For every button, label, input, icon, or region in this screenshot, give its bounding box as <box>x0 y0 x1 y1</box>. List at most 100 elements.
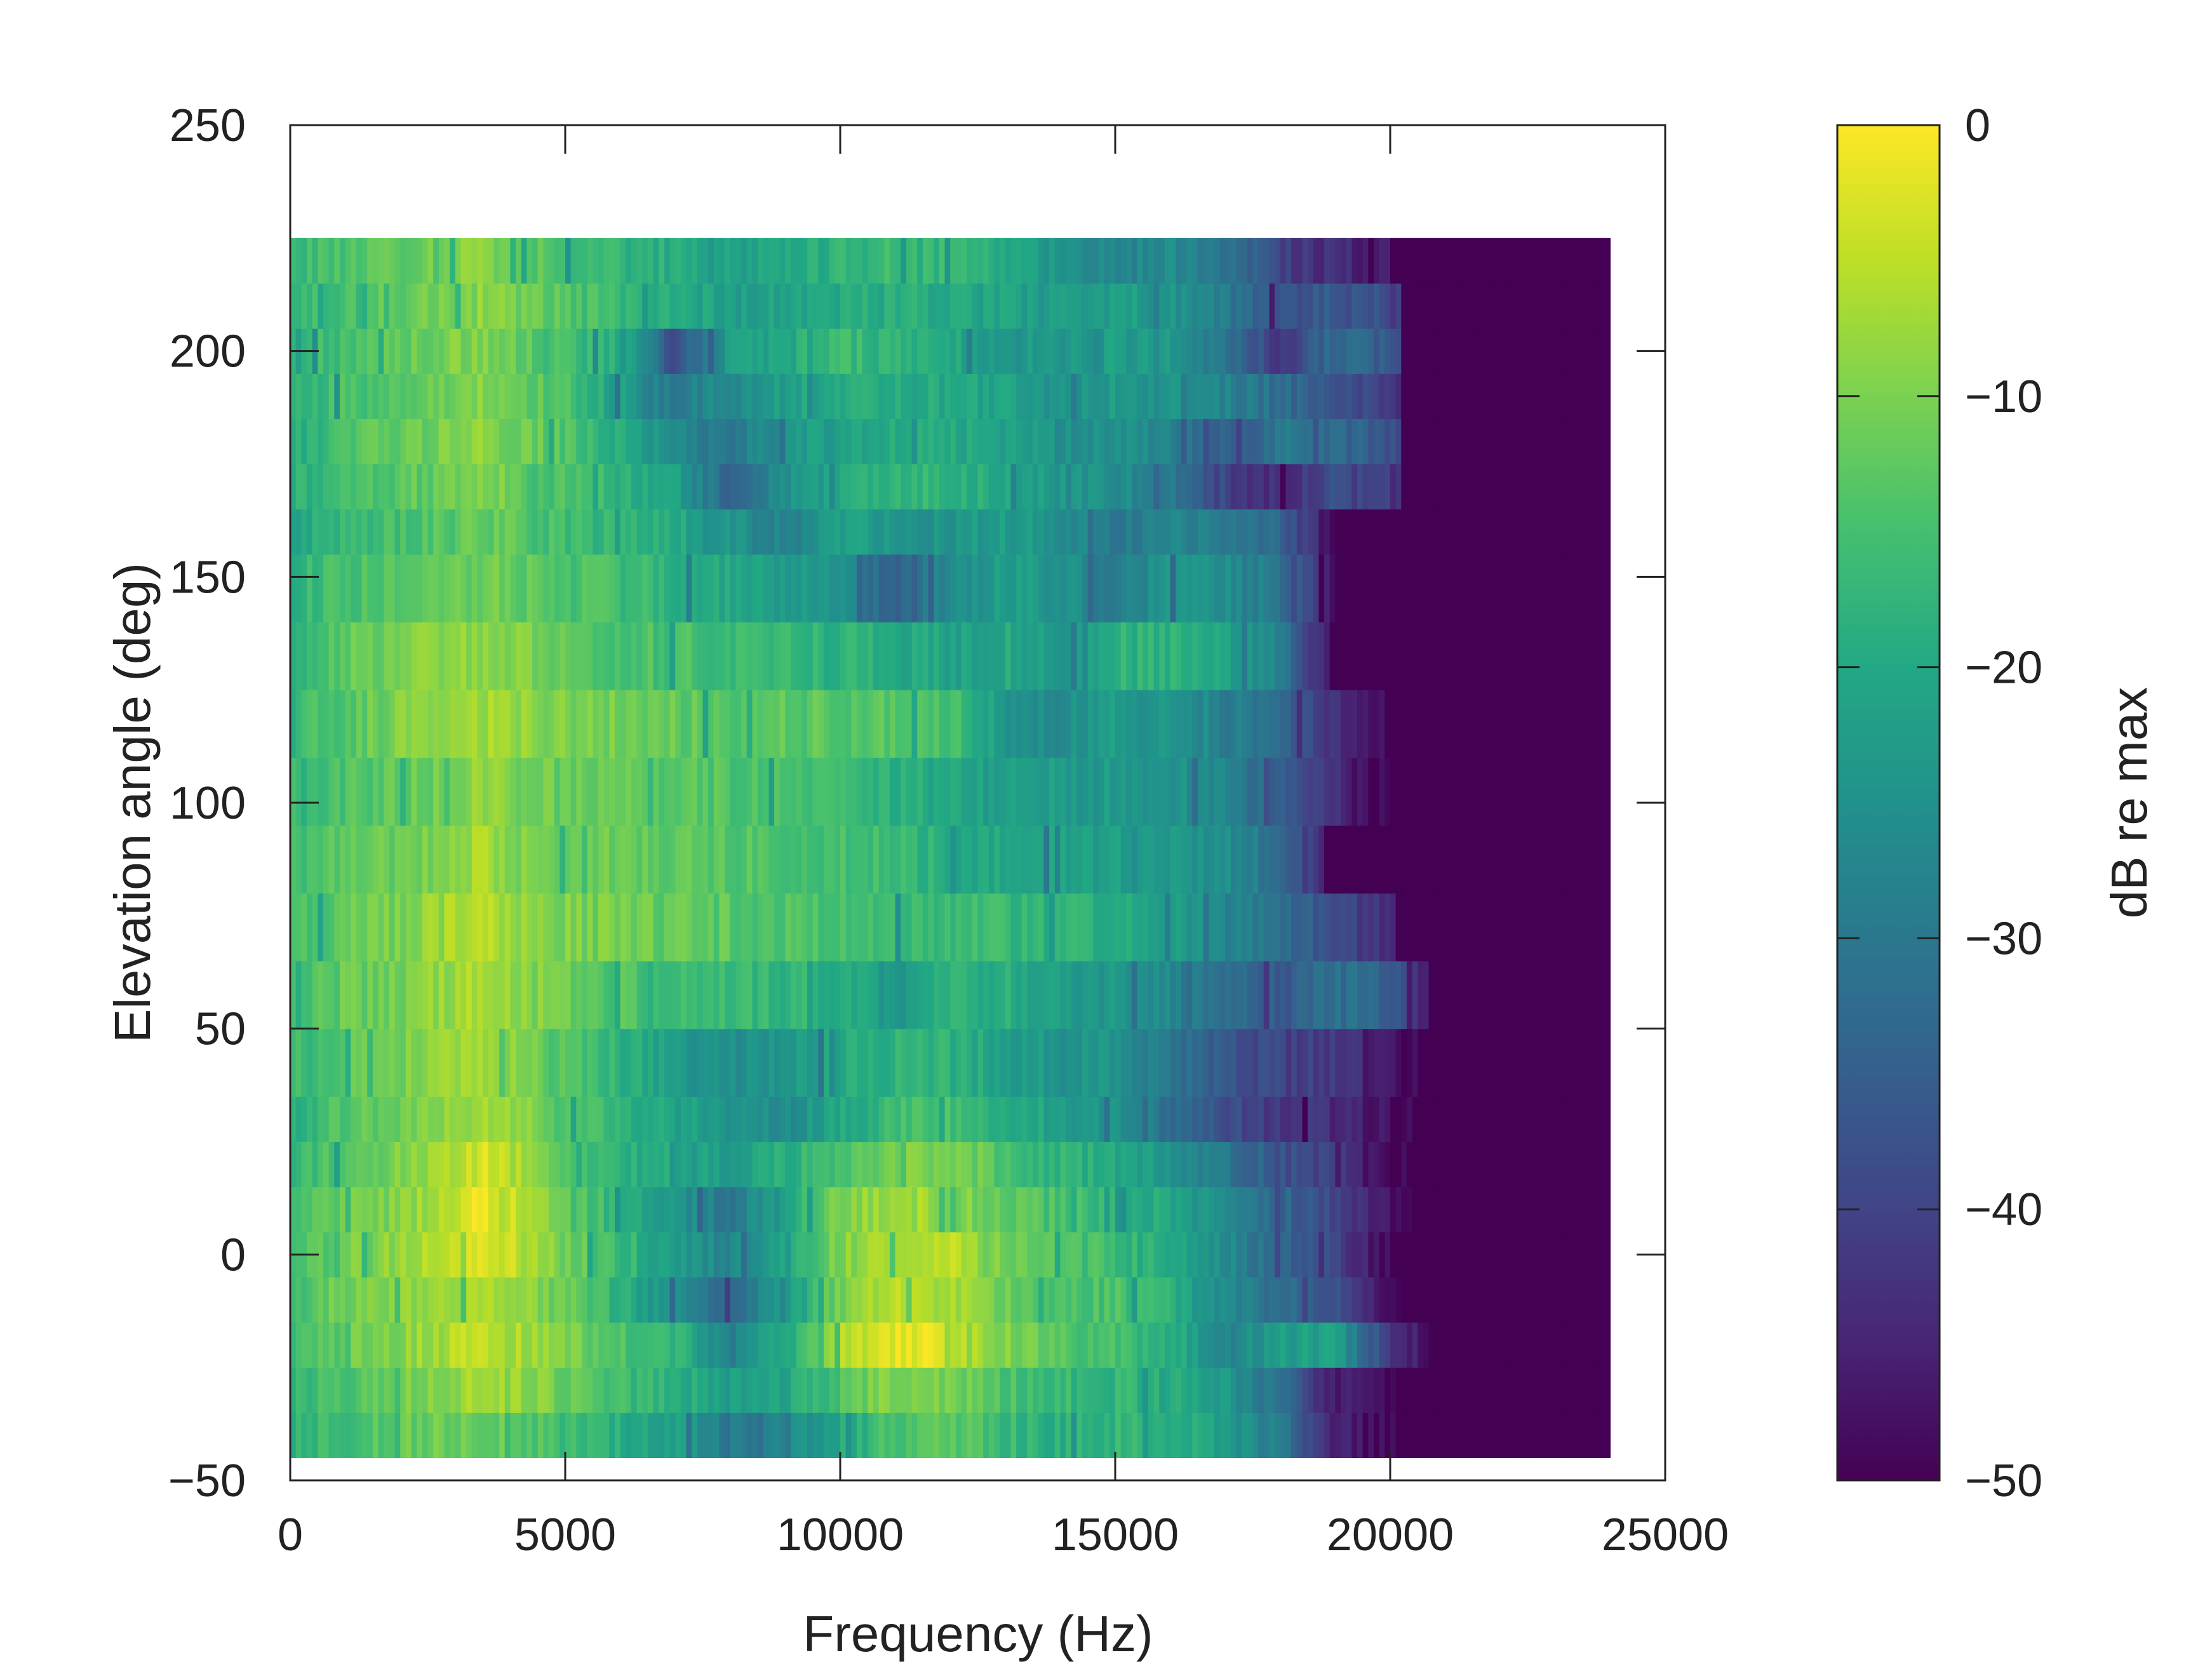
heatmap-cell <box>906 960 913 1029</box>
heatmap-cell <box>1484 1096 1490 1143</box>
heatmap-cell <box>1242 554 1248 623</box>
heatmap-cell <box>549 1141 555 1188</box>
heatmap-cell <box>1066 419 1072 465</box>
heatmap-cell <box>328 1186 335 1233</box>
heatmap-cell <box>405 1322 412 1368</box>
heatmap-cell <box>1043 825 1050 894</box>
heatmap-cell <box>450 509 456 555</box>
heatmap-cell <box>741 690 747 758</box>
heatmap-cell <box>774 622 781 690</box>
heatmap-cell <box>1247 825 1254 894</box>
heatmap-cell <box>339 1096 346 1143</box>
heatmap-cell <box>1027 1096 1033 1143</box>
heatmap-cell <box>1379 1367 1385 1413</box>
heatmap-cell <box>587 960 593 1029</box>
heatmap-cell <box>818 893 824 962</box>
heatmap-cell <box>356 1141 363 1188</box>
heatmap-cell <box>873 690 880 758</box>
heatmap-cell <box>1522 960 1529 1029</box>
heatmap-cell <box>1181 690 1188 758</box>
heatmap-cell <box>543 893 549 962</box>
heatmap-cell <box>1604 1028 1611 1097</box>
heatmap-cell <box>939 464 946 510</box>
heatmap-cell <box>1318 1277 1325 1323</box>
heatmap-cell <box>1203 1186 1209 1233</box>
heatmap-cell <box>1428 1028 1435 1097</box>
heatmap-cell <box>939 825 946 894</box>
heatmap-cell <box>1230 825 1237 894</box>
heatmap-cell <box>1115 373 1122 419</box>
heatmap-cell <box>758 1141 764 1188</box>
heatmap-cell <box>554 1096 560 1143</box>
heatmap-cell <box>389 1412 396 1459</box>
heatmap-cell <box>1109 1277 1116 1323</box>
heatmap-cell <box>1467 554 1473 623</box>
heatmap-cell <box>719 328 725 374</box>
heatmap-cell <box>378 1186 384 1233</box>
heatmap-cell <box>1148 464 1155 510</box>
heatmap-cell <box>1153 1322 1160 1368</box>
heatmap-cell <box>895 373 901 419</box>
heatmap-cell <box>944 1186 951 1233</box>
heatmap-cell <box>504 328 511 374</box>
heatmap-cell <box>609 1231 615 1278</box>
heatmap-cell <box>692 464 698 510</box>
heatmap-cell <box>906 1322 913 1368</box>
heatmap-cell <box>758 690 764 758</box>
heatmap-cell <box>746 893 753 962</box>
heatmap-cell <box>636 328 643 374</box>
heatmap-cell <box>868 419 874 465</box>
heatmap-cell <box>1263 825 1270 894</box>
heatmap-cell <box>763 960 770 1029</box>
heatmap-cell <box>840 554 847 623</box>
heatmap-cell <box>1318 1231 1325 1278</box>
heatmap-cell <box>774 1186 781 1233</box>
heatmap-cell <box>1054 1028 1061 1097</box>
heatmap-cell <box>708 1412 714 1459</box>
heatmap-cell <box>1153 690 1160 758</box>
heatmap-cell <box>1379 690 1385 758</box>
heatmap-cell <box>1066 690 1072 758</box>
heatmap-cell <box>1109 1028 1116 1097</box>
heatmap-cell <box>1434 1096 1440 1143</box>
heatmap-cell <box>1362 464 1369 510</box>
heatmap-cell <box>1346 1367 1352 1413</box>
heatmap-cell <box>856 757 863 826</box>
heatmap-cell <box>1071 419 1077 465</box>
heatmap-cell <box>779 1028 786 1097</box>
heatmap-cell <box>796 554 802 623</box>
heatmap-cell <box>1115 960 1122 1029</box>
heatmap-cell <box>609 1367 615 1413</box>
heatmap-cell <box>1247 419 1254 465</box>
heatmap-cell <box>312 1186 318 1233</box>
heatmap-cell <box>290 893 297 962</box>
heatmap-cell <box>543 1028 549 1097</box>
heatmap-cell <box>1478 1028 1484 1097</box>
heatmap-cell <box>988 1412 995 1459</box>
heatmap-cell <box>725 1141 731 1188</box>
heatmap-cell <box>345 960 351 1029</box>
heatmap-cell <box>1467 1277 1473 1323</box>
heatmap-cell <box>493 960 500 1029</box>
heatmap-cell <box>1362 419 1369 465</box>
heatmap-cell <box>433 1096 439 1143</box>
heatmap-cell <box>626 1231 632 1278</box>
heatmap-cell <box>356 1412 363 1459</box>
heatmap-cell <box>840 464 847 510</box>
heatmap-cell <box>1384 509 1391 555</box>
heatmap-cell <box>483 1277 489 1323</box>
heatmap-cell <box>1230 1367 1237 1413</box>
heatmap-cell <box>1418 464 1424 510</box>
heatmap-cell <box>306 554 313 623</box>
heatmap-cell <box>301 1367 307 1413</box>
heatmap-cell <box>1329 1141 1336 1188</box>
heatmap-cell <box>1225 757 1231 826</box>
heatmap-cell <box>295 554 302 623</box>
heatmap-cell <box>433 1141 439 1188</box>
heatmap-cell <box>581 1141 588 1188</box>
heatmap-cell <box>917 1412 923 1459</box>
heatmap-cell <box>1269 825 1275 894</box>
heatmap-cell <box>1500 893 1506 962</box>
heatmap-cell <box>1583 622 1589 690</box>
heatmap-cell <box>911 419 918 465</box>
